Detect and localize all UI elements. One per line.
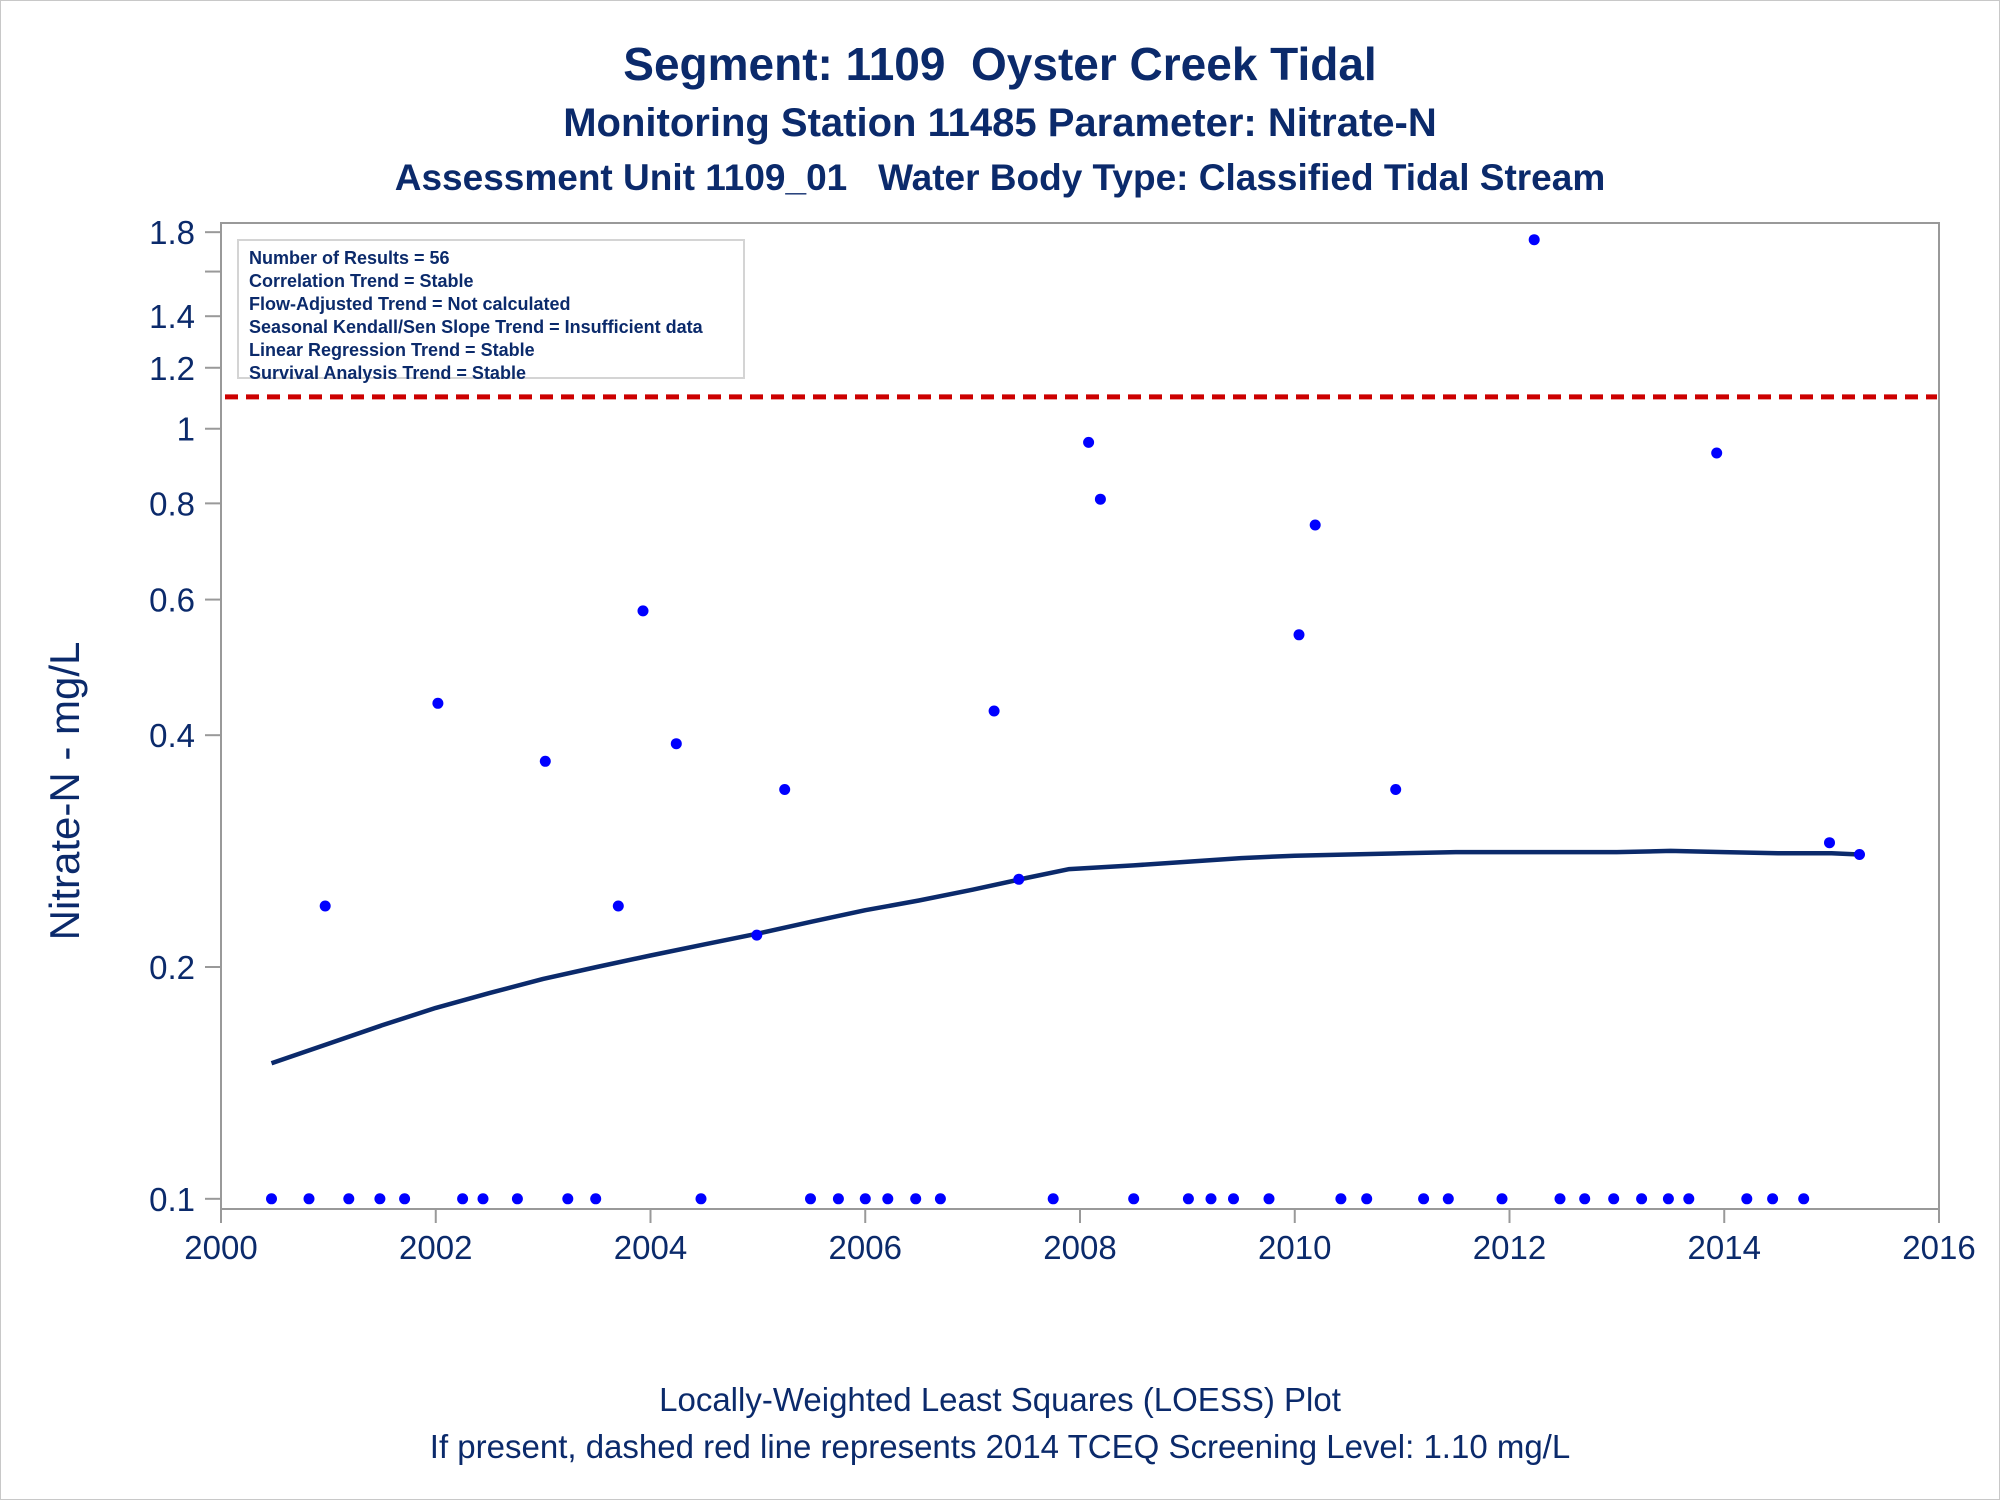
data-point	[1554, 1193, 1566, 1205]
data-point	[1528, 234, 1540, 246]
x-tick-label: 2000	[184, 1229, 257, 1266]
data-point	[859, 1193, 871, 1205]
data-point	[266, 1193, 277, 1205]
footnote-loess: Locally-Weighted Least Squares (LOESS) P…	[659, 1381, 1341, 1418]
data-point	[1390, 784, 1402, 795]
data-point	[319, 900, 331, 912]
data-point	[779, 784, 791, 795]
x-tick-label: 2012	[1473, 1229, 1546, 1266]
data-point	[457, 1193, 469, 1205]
data-point	[1608, 1193, 1620, 1205]
data-point	[399, 1193, 411, 1205]
data-point	[1182, 1193, 1194, 1205]
data-point	[637, 605, 649, 617]
chart-subtitle: Monitoring Station 11485 Parameter: Nitr…	[563, 101, 1437, 145]
data-point	[1767, 1193, 1779, 1205]
data-point	[1309, 519, 1321, 531]
data-point	[432, 697, 444, 709]
data-point	[539, 755, 551, 767]
data-point	[1205, 1193, 1217, 1205]
stats-line: Number of Results = 56	[249, 248, 450, 268]
x-tick-label: 2008	[1043, 1229, 1116, 1266]
data-point	[1636, 1193, 1648, 1205]
stats-line: Correlation Trend = Stable	[249, 271, 474, 291]
chart-subtitle-2: Assessment Unit 1109_01 Water Body Type:…	[394, 157, 1606, 198]
x-tick-label: 2004	[614, 1229, 687, 1266]
data-point	[988, 705, 1000, 717]
data-point	[1361, 1193, 1373, 1205]
loess-curve	[270, 848, 1860, 1066]
data-point	[1579, 1193, 1591, 1205]
data-point	[1418, 1193, 1430, 1205]
data-point	[910, 1193, 922, 1205]
data-point	[1798, 1193, 1810, 1205]
data-point	[1662, 1193, 1674, 1205]
data-point	[695, 1193, 707, 1205]
data-point	[1293, 629, 1305, 641]
x-tick-label: 2010	[1258, 1229, 1331, 1266]
data-point	[751, 929, 763, 941]
y-tick-label: 1.4	[149, 298, 195, 335]
y-tick-label: 1.8	[149, 214, 195, 251]
data-point	[562, 1193, 574, 1205]
data-point	[511, 1193, 523, 1205]
x-tick-label: 2016	[1902, 1229, 1975, 1266]
data-point	[1854, 849, 1865, 860]
stats-line: Seasonal Kendall/Sen Slope Trend = Insuf…	[249, 317, 703, 337]
data-point	[1083, 436, 1095, 448]
data-point	[303, 1193, 315, 1205]
data-point	[1496, 1193, 1508, 1205]
data-point	[805, 1193, 816, 1205]
y-tick-label: 0.2	[149, 949, 195, 986]
data-point	[1683, 1193, 1695, 1205]
data-point	[1094, 493, 1106, 505]
data-point	[477, 1193, 489, 1205]
data-point	[1824, 837, 1835, 849]
data-point	[1442, 1193, 1454, 1205]
data-point	[612, 900, 624, 912]
data-point	[1228, 1193, 1239, 1205]
y-axis-label: Nitrate-N - mg/L	[41, 642, 88, 941]
y-tick-label: 0.6	[149, 582, 195, 619]
trend-stats-box: Number of Results = 56 Correlation Trend…	[237, 239, 745, 383]
data-point	[670, 738, 682, 750]
data-point	[1741, 1193, 1753, 1205]
data-point	[1128, 1193, 1140, 1205]
x-tick-label: 2002	[399, 1229, 472, 1266]
y-tick-label: 0.4	[149, 717, 195, 754]
data-point	[1013, 873, 1025, 885]
data-point	[832, 1193, 844, 1205]
data-point	[1711, 447, 1723, 459]
data-point	[343, 1193, 355, 1205]
data-point	[374, 1193, 386, 1205]
y-tick-label: 0.8	[149, 485, 195, 522]
data-point	[1263, 1193, 1275, 1205]
stats-line: Linear Regression Trend = Stable	[249, 340, 535, 360]
y-tick-label: 1.2	[149, 350, 195, 387]
footnote-screening-level: If present, dashed red line represents 2…	[429, 1428, 1571, 1465]
data-point	[1335, 1193, 1347, 1205]
data-point	[934, 1193, 946, 1205]
data-point	[882, 1193, 894, 1205]
data-point	[1047, 1193, 1059, 1205]
x-tick-label: 2014	[1688, 1229, 1761, 1266]
x-tick-label: 2006	[829, 1229, 902, 1266]
chart-title: Segment: 1109 Oyster Creek Tidal	[623, 38, 1377, 90]
data-point	[590, 1193, 602, 1205]
stats-line: Flow-Adjusted Trend = Not calculated	[249, 294, 571, 314]
y-tick-label: 0.1	[149, 1181, 195, 1218]
y-tick-label: 1	[177, 411, 195, 448]
stats-line: Survival Analysis Trend = Stable	[249, 363, 526, 383]
